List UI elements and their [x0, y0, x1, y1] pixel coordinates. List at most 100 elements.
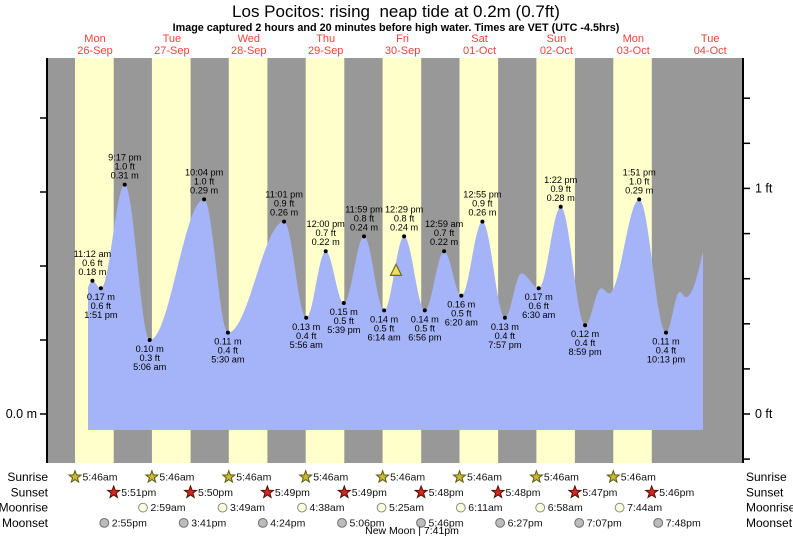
low-tide-label: 0.15 m 0.5 ft 5:39 pm [327, 307, 361, 335]
astro-time-label: 5:46am [621, 472, 656, 484]
chart-title: Los Pocitos: rising neap tide at 0.2m (0… [232, 2, 560, 21]
low-tide-label: 0.16 m 0.5 ft 6:20 am [445, 300, 479, 328]
astro-time-label: 5:06pm [350, 517, 385, 529]
astro-time-label: 5:48pm [429, 487, 464, 499]
astro-row-label-left: Sunrise [7, 470, 48, 484]
astro-time-label: 5:46am [159, 472, 194, 484]
astro-row-label-left: Moonrise [0, 501, 48, 515]
high-tide-label: 11:59 pm 0.8 ft 0.24 m [345, 204, 383, 232]
day-date-label: 02-Oct [540, 45, 573, 57]
day-date-label: 28-Sep [231, 45, 266, 57]
astro-time-label: 5:47pm [582, 487, 617, 499]
tide-extreme-dot [402, 234, 407, 239]
tide-extreme-dot [202, 197, 207, 202]
tide-extreme-dot [558, 204, 563, 209]
low-tide-label: 0.11 m 0.4 ft 5:30 am [211, 337, 245, 365]
tide-extreme-dot [341, 301, 346, 305]
moonrise-icon [535, 502, 546, 513]
low-tide-label: 0.13 m 0.4 ft 7:57 pm [488, 322, 522, 350]
astro-time-label: 3:49am [230, 502, 265, 514]
day-date-label: 29-Sep [308, 45, 343, 57]
astro-time-label: 5:46am [467, 472, 502, 484]
moonrise-icon [217, 502, 228, 513]
astro-row-label-left: Moonset [2, 516, 49, 530]
sunrise-star-icon [144, 469, 160, 484]
tide-extreme-dot [459, 293, 464, 298]
astro-time-label: 6:27pm [508, 517, 543, 529]
low-tide-label: 0.14 m 0.5 ft 6:14 am [367, 314, 401, 342]
astro-time-label: 5:50pm [198, 487, 233, 499]
sunrise-star-icon [67, 469, 83, 484]
tide-extreme-dot [147, 338, 152, 342]
astro-time-label: 5:49pm [352, 487, 387, 499]
low-tide-label: 0.12 m 0.4 ft 8:59 pm [568, 329, 602, 357]
astro-time-label: 6:58am [548, 502, 583, 514]
low-tide-label: 0.10 m 0.3 ft 5:06 am [133, 344, 167, 372]
high-tide-label: 12:55 pm 0.9 ft 0.26 m [463, 190, 502, 218]
moonrise-icon [614, 502, 625, 513]
day-name-label: Wed [238, 33, 260, 45]
tide-extreme-dot [90, 278, 95, 283]
high-tide-label: 11:12 am 0.6 ft 0.18 m [74, 249, 112, 277]
high-tide-label: 10:04 pm 1.0 ft 0.29 m [185, 167, 224, 195]
day-name-label: Fri [396, 33, 409, 45]
astro-time-label: 5:46pm [429, 517, 464, 529]
astro-time-label: 5:49pm [275, 487, 310, 499]
sunrise-star-icon [529, 469, 544, 484]
astro-row-label-right: Moonset [746, 516, 793, 530]
tide-extreme-dot [323, 249, 328, 254]
moonset-icon [574, 518, 585, 528]
day-date-label: 04-Oct [694, 45, 727, 57]
astro-time-label: 5:46am [313, 472, 348, 484]
day-name-label: Mon [84, 33, 105, 45]
astro-time-label: 5:25am [389, 502, 424, 514]
sunset-star-icon [490, 484, 506, 499]
high-tide-label: 9:17 pm 1.0 ft 0.31 m [108, 153, 142, 181]
moonset-icon [178, 518, 189, 528]
day-date-label: 30-Sep [385, 45, 420, 57]
astro-time-label: 5:46am [236, 472, 271, 484]
tide-extreme-dot [637, 197, 642, 202]
day-date-label: 03-Oct [617, 45, 650, 57]
low-tide-label: 0.17 m 0.6 ft 6:30 am [522, 292, 556, 320]
astro-row-label-right: Sunrise [746, 470, 787, 484]
sunrise-star-icon [452, 469, 467, 484]
high-tide-label: 12:00 pm 0.7 ft 0.22 m [307, 219, 346, 247]
tide-extreme-dot [98, 286, 103, 291]
right-axis-label: 0 ft [755, 407, 773, 421]
moonset-icon [99, 518, 110, 528]
sunset-star-icon [183, 484, 198, 499]
moon-phase-label: New Moon | 7:41pm [365, 525, 459, 537]
astro-time-label: 6:11am [468, 502, 502, 514]
sunset-star-icon [644, 484, 660, 499]
moonset-icon [337, 518, 347, 528]
moonrise-icon [376, 502, 387, 513]
day-name-label: Tue [163, 33, 182, 45]
astro-time-label: 5:51pm [121, 487, 156, 499]
astro-time-label: 5:48pm [506, 487, 541, 499]
astro-time-label: 5:46am [390, 472, 425, 484]
astro-time-label: 4:24pm [270, 517, 305, 529]
moonset-icon [257, 518, 268, 528]
astro-time-label: 7:07pm [587, 517, 622, 529]
astro-time-label: 2:59am [151, 502, 186, 514]
tide-extreme-dot [225, 330, 230, 335]
high-tide-label: 1:51 pm 1.0 ft 0.29 m [623, 167, 657, 195]
astro-time-label: 4:38am [310, 502, 345, 514]
astro-time-label: 7:48pm [666, 517, 701, 529]
low-tide-label: 0.13 m 0.4 ft 5:56 am [290, 322, 324, 350]
astro-time-label: 5:46pm [659, 487, 694, 499]
astro-time-label: 3:41pm [191, 517, 226, 529]
moonrise-icon [138, 502, 148, 513]
astro-row-label-left: Sunset [11, 485, 49, 499]
day-name-label: Mon [623, 33, 644, 45]
high-tide-label: 12:59 am 0.7 ft 0.22 m [425, 219, 464, 247]
day-name-label: Sat [471, 33, 488, 45]
low-tide-label: 0.14 m 0.5 ft 6:56 pm [408, 314, 442, 342]
astro-time-label: 2:55pm [112, 517, 147, 529]
day-name-label: Tue [701, 33, 720, 45]
sunset-star-icon [106, 484, 122, 499]
high-tide-label: 1:22 pm 0.9 ft 0.28 m [544, 175, 578, 203]
tide-extreme-dot [480, 219, 485, 224]
